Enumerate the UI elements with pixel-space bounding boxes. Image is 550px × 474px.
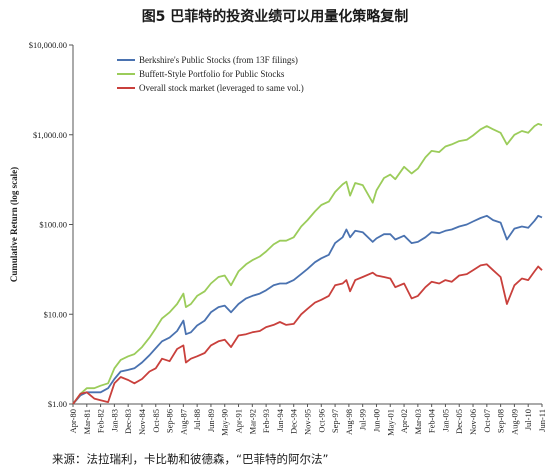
x-tick-label: Sep-86 — [165, 409, 175, 433]
y-tick-label: $100.00 — [39, 220, 67, 230]
legend-label-1: Berkshire's Public Stocks (from 13F fili… — [139, 55, 298, 65]
x-tick-label: Apr-91 — [234, 409, 244, 433]
x-tick-label: Oct-07 — [482, 409, 492, 433]
x-tick-label: Sep-08 — [496, 409, 506, 433]
x-tick-label: Jul-99 — [358, 409, 368, 430]
series-line-1 — [72, 214, 543, 405]
x-tick-label: Aug-87 — [178, 409, 188, 435]
x-tick-label: Mar-03 — [413, 409, 423, 434]
x-tick-label: May-01 — [385, 409, 395, 436]
x-tick-label: Aug-98 — [344, 409, 354, 435]
x-tick-label: Apr-02 — [399, 409, 409, 433]
x-tick-label: Mar-81 — [82, 409, 92, 434]
x-tick-label: Jun-89 — [206, 409, 216, 432]
source-note: 来源：法拉瑞利，卡比勒和彼德森，“巴菲特的阿尔法” — [52, 452, 329, 466]
x-tick-label: Apr-80 — [68, 409, 78, 433]
x-tick-label: Dec-83 — [123, 409, 133, 434]
x-tick-label: Feb-93 — [261, 409, 271, 433]
y-axis-title: Cumulative Return (log scale) — [9, 167, 19, 282]
y-tick-label: $1.00 — [48, 399, 67, 409]
x-tick-label: Oct-96 — [316, 409, 326, 433]
series-line-2 — [72, 123, 543, 405]
x-tick-label: Jan-83 — [109, 409, 119, 432]
x-tick-label: Oct-85 — [151, 409, 161, 433]
x-tick-label: Nov-84 — [137, 408, 147, 435]
x-tick-label: Mar-92 — [247, 409, 257, 434]
x-tick-label: Sep-97 — [330, 409, 340, 433]
x-tick-label: Aug-09 — [509, 409, 519, 435]
x-tick-label: Jul-88 — [192, 409, 202, 430]
y-tick-label: $10,000.00 — [29, 40, 67, 50]
x-tick-label: Jan-94 — [275, 408, 285, 431]
legend-label-3: Overall stock market (leveraged to same … — [139, 83, 304, 93]
x-tick-label: Nov-06 — [468, 409, 478, 435]
y-tick-label: $10.00 — [44, 309, 67, 319]
x-tick-label: Jun-00 — [371, 409, 381, 432]
x-tick-label: Dec-94 — [289, 408, 299, 434]
x-tick-label: Jul-10 — [523, 409, 533, 430]
x-tick-label: Nov-95 — [303, 409, 313, 435]
x-tick-label: Feb-82 — [96, 409, 106, 433]
x-tick-label: Feb-04 — [427, 408, 437, 433]
y-tick-label: $1,000.00 — [33, 130, 67, 140]
x-tick-label: Jun-11 — [537, 409, 547, 432]
x-tick-label: May-90 — [220, 409, 230, 436]
series-line-3 — [72, 263, 543, 405]
x-tick-label: Jan-05 — [440, 409, 450, 432]
legend-label-2: Buffett-Style Portfolio for Public Stock… — [139, 69, 285, 79]
x-tick-label: Dec-05 — [454, 409, 464, 434]
figure-title: 图5 巴菲特的投资业绩可以用量化策略复制 — [141, 9, 409, 25]
